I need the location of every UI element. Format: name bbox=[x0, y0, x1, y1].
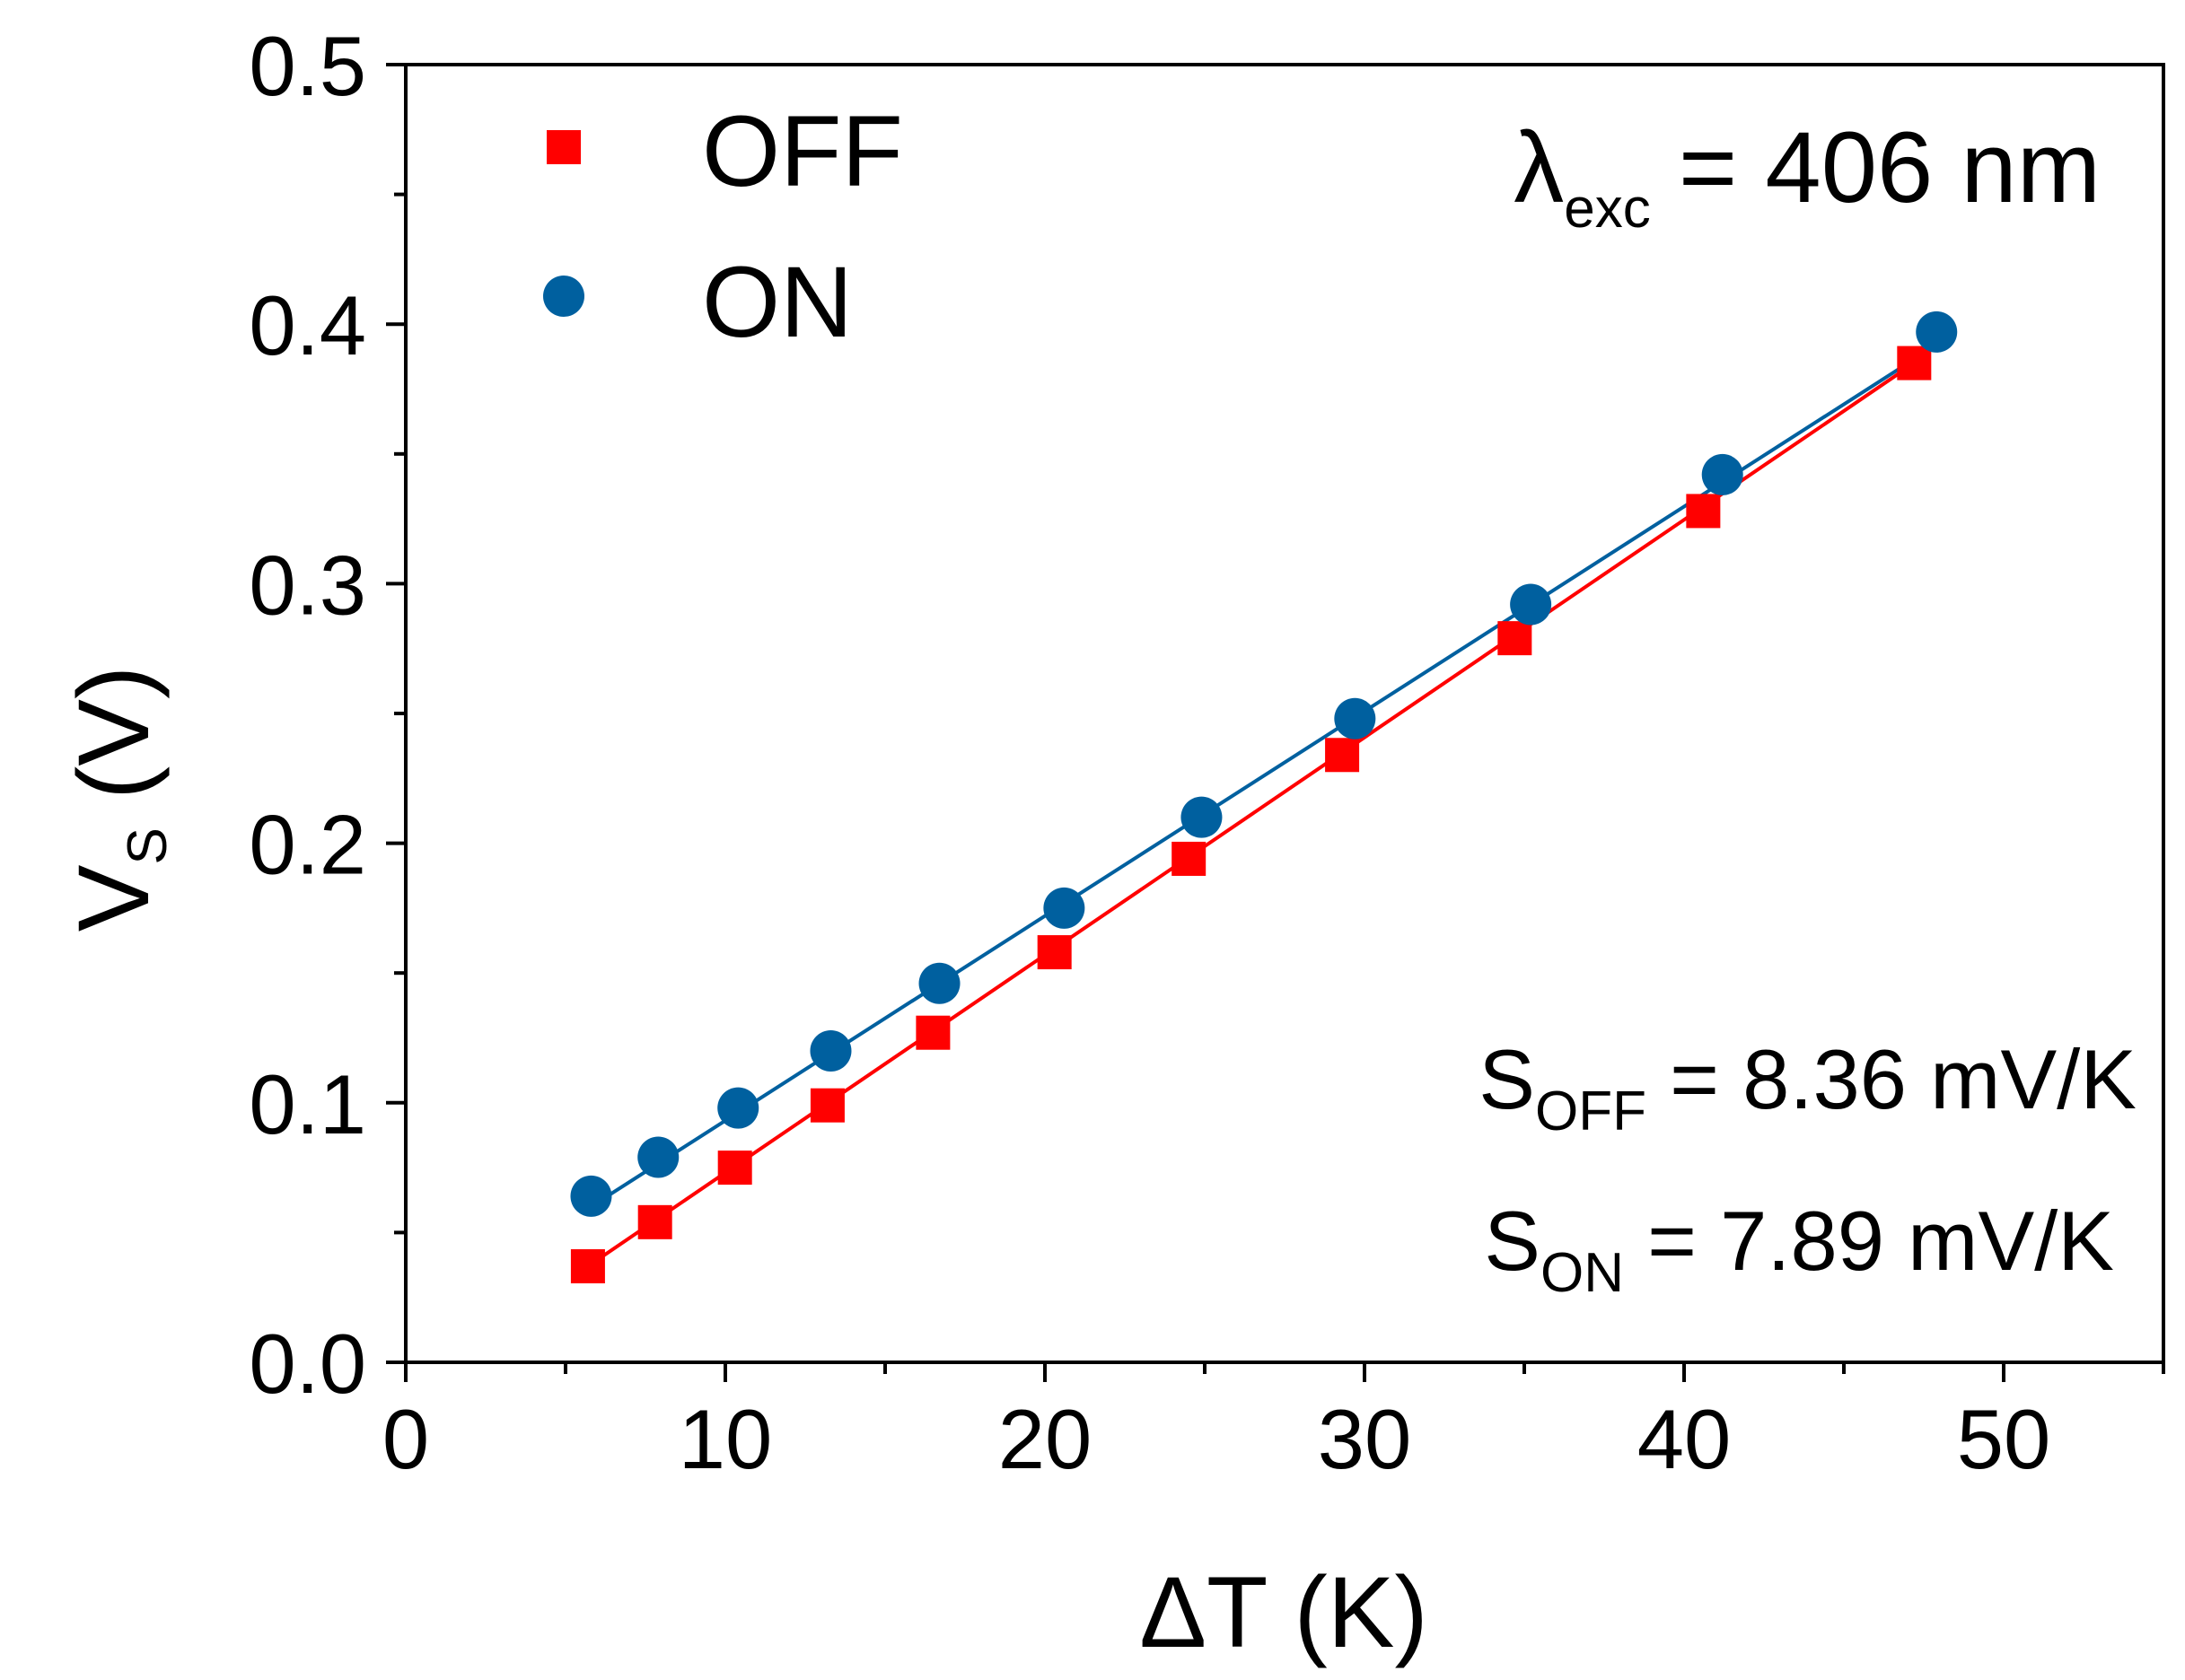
legend: OFF ON bbox=[543, 95, 903, 358]
x-tick-label: 0 bbox=[382, 1392, 429, 1486]
lambda-symbol: λ bbox=[1514, 111, 1564, 223]
y-axis-ticks: 0.0 0.1 0.2 0.3 0.4 0.5 bbox=[249, 19, 406, 1411]
s-off-label: SOFF = 8.36 mV/K bbox=[1479, 1032, 2137, 1142]
data-markers bbox=[570, 311, 1958, 1283]
legend-off-marker bbox=[547, 130, 581, 164]
s-off-main: S bbox=[1479, 1032, 1535, 1126]
x-tick-label: 30 bbox=[1318, 1392, 1412, 1486]
y-tick-label: 0.5 bbox=[249, 19, 366, 113]
marker-on bbox=[1334, 697, 1376, 739]
marker-on bbox=[1043, 887, 1085, 929]
s-on-main: S bbox=[1484, 1194, 1540, 1288]
marker-off bbox=[570, 1248, 605, 1283]
y-axis-title-main: V bbox=[57, 864, 170, 932]
y-tick-label: 0.3 bbox=[249, 538, 366, 632]
s-off-subscript: OFF bbox=[1535, 1081, 1646, 1142]
x-tick-label: 40 bbox=[1637, 1392, 1732, 1486]
x-tick-label: 20 bbox=[998, 1392, 1092, 1486]
marker-off bbox=[1497, 621, 1532, 656]
s-off-value: = 8.36 mV/K bbox=[1646, 1032, 2137, 1126]
marker-off bbox=[1171, 841, 1207, 876]
s-on-subscript: ON bbox=[1540, 1242, 1624, 1304]
y-tick-label: 0.2 bbox=[249, 798, 366, 892]
marker-on bbox=[1510, 583, 1552, 626]
marker-on bbox=[918, 962, 961, 1004]
y-tick-label: 0.4 bbox=[249, 278, 366, 372]
marker-on bbox=[637, 1136, 680, 1178]
marker-off bbox=[916, 1015, 951, 1050]
lambda-value: = 406 nm bbox=[1651, 111, 2101, 223]
y-tick-label: 0.0 bbox=[249, 1317, 366, 1411]
marker-off bbox=[1897, 346, 1932, 381]
legend-on-label: ON bbox=[702, 246, 853, 358]
marker-off bbox=[810, 1088, 845, 1123]
y-axis-title: VS (V) bbox=[57, 666, 179, 932]
marker-on bbox=[570, 1175, 612, 1217]
x-axis-ticks: 0 10 20 30 40 50 bbox=[382, 1362, 2165, 1486]
excitation-wavelength-label: λexc = 406 nm bbox=[1514, 111, 2101, 240]
x-tick-label: 50 bbox=[1957, 1392, 2051, 1486]
marker-on bbox=[1701, 453, 1743, 495]
x-axis-title: ΔT (K) bbox=[1139, 1556, 1428, 1668]
marker-off bbox=[1037, 935, 1072, 970]
y-axis-title-unit: (V) bbox=[57, 666, 170, 827]
marker-on bbox=[810, 1029, 852, 1072]
marker-off bbox=[1325, 738, 1360, 773]
s-on-value: = 7.89 mV/K bbox=[1624, 1194, 2114, 1288]
legend-off-label: OFF bbox=[702, 95, 903, 207]
marker-off bbox=[1686, 494, 1721, 529]
lambda-subscript: exc bbox=[1564, 178, 1650, 240]
marker-on bbox=[1916, 311, 1958, 353]
s-on-label: SON = 7.89 mV/K bbox=[1484, 1194, 2114, 1304]
marker-on bbox=[717, 1087, 759, 1129]
marker-on bbox=[1180, 796, 1223, 838]
y-tick-label: 0.1 bbox=[249, 1057, 366, 1151]
marker-off bbox=[637, 1204, 672, 1239]
y-axis-title-sub: S bbox=[117, 827, 179, 864]
legend-on-marker bbox=[543, 276, 584, 317]
x-tick-label: 10 bbox=[679, 1392, 773, 1486]
marker-off bbox=[717, 1151, 752, 1186]
